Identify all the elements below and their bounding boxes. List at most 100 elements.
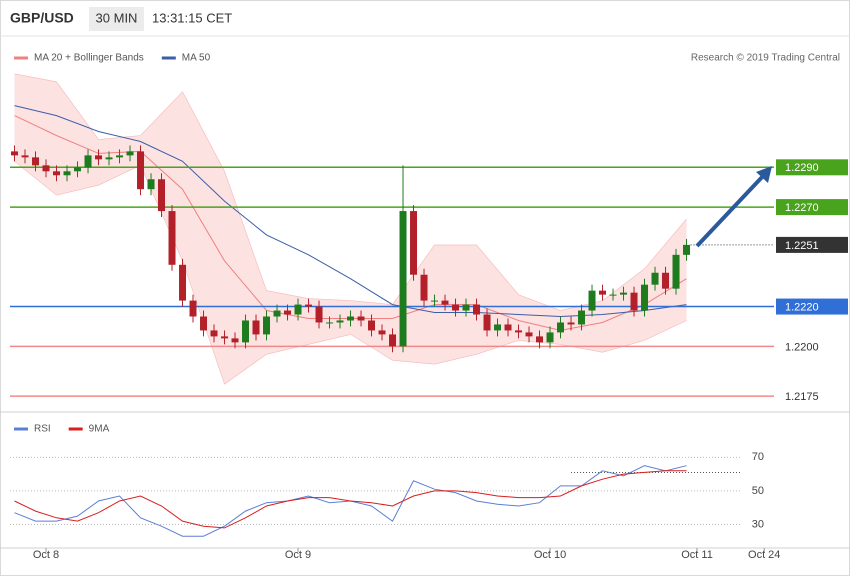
candle-body [609, 294, 617, 296]
interval: 30 MIN [96, 10, 138, 25]
candle-body [515, 330, 523, 333]
candle-body [578, 310, 586, 325]
level-label: 1.2251 [785, 240, 819, 252]
candle-body [557, 322, 565, 333]
level-label-box [776, 388, 848, 405]
candle-body [11, 151, 19, 156]
candle-body [630, 292, 638, 311]
candle-body [368, 320, 376, 331]
candle-body [588, 290, 596, 311]
candle-body [483, 314, 491, 331]
candle-body [378, 330, 386, 335]
candle-body [105, 157, 113, 160]
candle-body [494, 324, 502, 331]
candle-body [389, 334, 397, 347]
candle-body [42, 165, 50, 172]
candle-body [315, 306, 323, 323]
candle-body [263, 316, 271, 335]
rsi-panel: 30 50 70 Oct 8 Oct 9 Oct 10 Oct 11 Oct 24 RSI 9MA [10, 424, 780, 561]
candle-body [231, 338, 239, 343]
level-label-box [776, 236, 848, 253]
level-label-box [776, 199, 848, 216]
copyright: Research © 2019 Trading Central [691, 53, 840, 64]
candle-body [567, 322, 575, 325]
candle-body [683, 244, 691, 255]
candle-body [620, 292, 628, 295]
candle-body [599, 290, 607, 295]
candle-body [137, 151, 145, 190]
candle-body [126, 151, 134, 156]
candle-body [210, 330, 218, 337]
candle-body [441, 300, 449, 305]
candle-body [168, 211, 176, 265]
x-tick-label: Oct 9 [285, 549, 311, 561]
candle-body [452, 304, 460, 311]
candle-body [53, 171, 61, 176]
ma-line [14, 105, 687, 318]
legend-label: MA 50 [182, 53, 211, 64]
candle-body [410, 211, 418, 275]
symbol: GBP/USD [10, 10, 74, 26]
level-label-box [776, 338, 848, 355]
candle-body [116, 155, 124, 158]
candle-body [294, 304, 302, 315]
level-label-box [776, 159, 848, 176]
time: 13:31:15 CET [152, 10, 232, 25]
candle-body [252, 320, 260, 335]
candle-body [200, 316, 208, 331]
candle-body [546, 332, 554, 343]
level-label: 1.2175 [785, 391, 819, 403]
level-label: 1.2200 [785, 341, 819, 353]
candle-body [462, 304, 470, 311]
candle-body [242, 320, 250, 343]
candle-body [399, 211, 407, 347]
candle-body [641, 284, 649, 311]
indicator-line [14, 470, 687, 529]
candle-body [326, 322, 334, 324]
candle-body [74, 167, 82, 172]
candle-body [273, 310, 281, 317]
level-label: 1.2290 [785, 162, 819, 174]
price-panel: 1.2290 1.2270 1.2251 1.2220 1.2200 1.2175 MA 2… [10, 53, 848, 405]
candle-body [672, 254, 680, 289]
legend-label: MA 20 + Bollinger Bands [34, 53, 144, 64]
candle-body [158, 179, 166, 212]
forecast-arrow-head [756, 166, 772, 183]
candle-body [63, 171, 71, 176]
candle-body [189, 300, 197, 317]
candle-body [347, 316, 355, 321]
candle-body [662, 272, 670, 289]
x-tick-label: Oct 24 [748, 549, 780, 561]
candle-body [32, 157, 40, 166]
candle-body [147, 179, 155, 190]
level-label: 1.2220 [785, 301, 819, 313]
level-label-box [776, 298, 848, 315]
candle-body [305, 304, 313, 307]
candle-body [179, 264, 187, 301]
candle-body [431, 300, 439, 302]
legend-label: RSI [34, 424, 51, 435]
candle-body [221, 336, 229, 339]
y-tick-label: 70 [752, 451, 764, 463]
interval-box [89, 7, 144, 31]
y-tick-label: 50 [752, 485, 764, 497]
candle-body [504, 324, 512, 331]
x-tick-label: Oct 11 [681, 549, 713, 561]
x-tick-label: Oct 8 [33, 549, 59, 561]
candle-body [420, 274, 428, 301]
candle-body [525, 332, 533, 337]
level-label: 1.2270 [785, 202, 819, 214]
candle-body [21, 155, 29, 158]
candle-body [95, 155, 103, 160]
legend-label: 9MA [89, 424, 110, 435]
candle-body [357, 316, 365, 321]
candle-body [651, 272, 659, 285]
forecast-arrow [695, 173, 766, 248]
x-tick-label: Oct 10 [534, 549, 566, 561]
y-tick-label: 30 [752, 518, 764, 530]
candle-body [336, 320, 344, 323]
candle-body [84, 155, 92, 168]
candle-body [473, 304, 481, 315]
candle-body [536, 336, 544, 343]
